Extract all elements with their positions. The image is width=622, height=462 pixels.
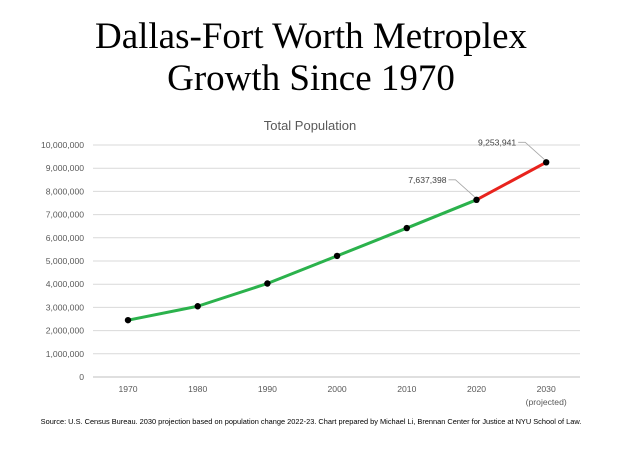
x-tick-label: 2020 bbox=[467, 384, 486, 394]
x-tick-label: 1990 bbox=[258, 384, 277, 394]
data-point bbox=[264, 280, 271, 287]
y-tick-label: 0 bbox=[79, 372, 84, 382]
page-title-line-2: Growth Since 1970 bbox=[167, 58, 455, 99]
series-line-historical bbox=[126, 198, 478, 322]
x-tick-label: 2010 bbox=[397, 384, 416, 394]
data-label-leader bbox=[448, 179, 475, 198]
y-tick-label: 9,000,000 bbox=[46, 163, 84, 173]
x-tick-label: 1970 bbox=[118, 384, 137, 394]
y-tick-label: 4,000,000 bbox=[46, 279, 84, 289]
page-title-line-1: Dallas-Fort Worth Metroplex bbox=[94, 16, 528, 57]
x-tick-label: 2030 bbox=[537, 384, 556, 394]
data-point bbox=[543, 159, 550, 166]
data-label: 9,253,941 bbox=[478, 137, 516, 147]
y-tick-label: 2,000,000 bbox=[46, 326, 84, 336]
y-tick-label: 3,000,000 bbox=[46, 302, 84, 312]
y-tick-label: 1,000,000 bbox=[46, 349, 84, 359]
data-label: 7,637,398 bbox=[408, 175, 446, 185]
data-point bbox=[333, 252, 341, 260]
x-tick-sublabel: (projected) bbox=[526, 397, 567, 407]
data-point bbox=[194, 303, 201, 310]
y-tick-label: 7,000,000 bbox=[46, 210, 84, 220]
x-tick-label: 1980 bbox=[188, 384, 207, 394]
y-tick-label: 8,000,000 bbox=[46, 186, 84, 196]
y-tick-label: 6,000,000 bbox=[46, 233, 84, 243]
source-footnote: Source: U.S. Census Bureau. 2030 project… bbox=[40, 417, 582, 426]
data-point bbox=[124, 316, 132, 324]
y-tick-label: 10,000,000 bbox=[41, 140, 84, 150]
chart-title: Total Population bbox=[264, 118, 357, 133]
data-point bbox=[403, 224, 410, 232]
y-tick-label: 5,000,000 bbox=[46, 256, 84, 266]
data-label-leader bbox=[518, 141, 545, 160]
x-tick-label: 2000 bbox=[328, 384, 347, 394]
data-point bbox=[473, 196, 480, 204]
series-line-projected bbox=[475, 160, 548, 202]
